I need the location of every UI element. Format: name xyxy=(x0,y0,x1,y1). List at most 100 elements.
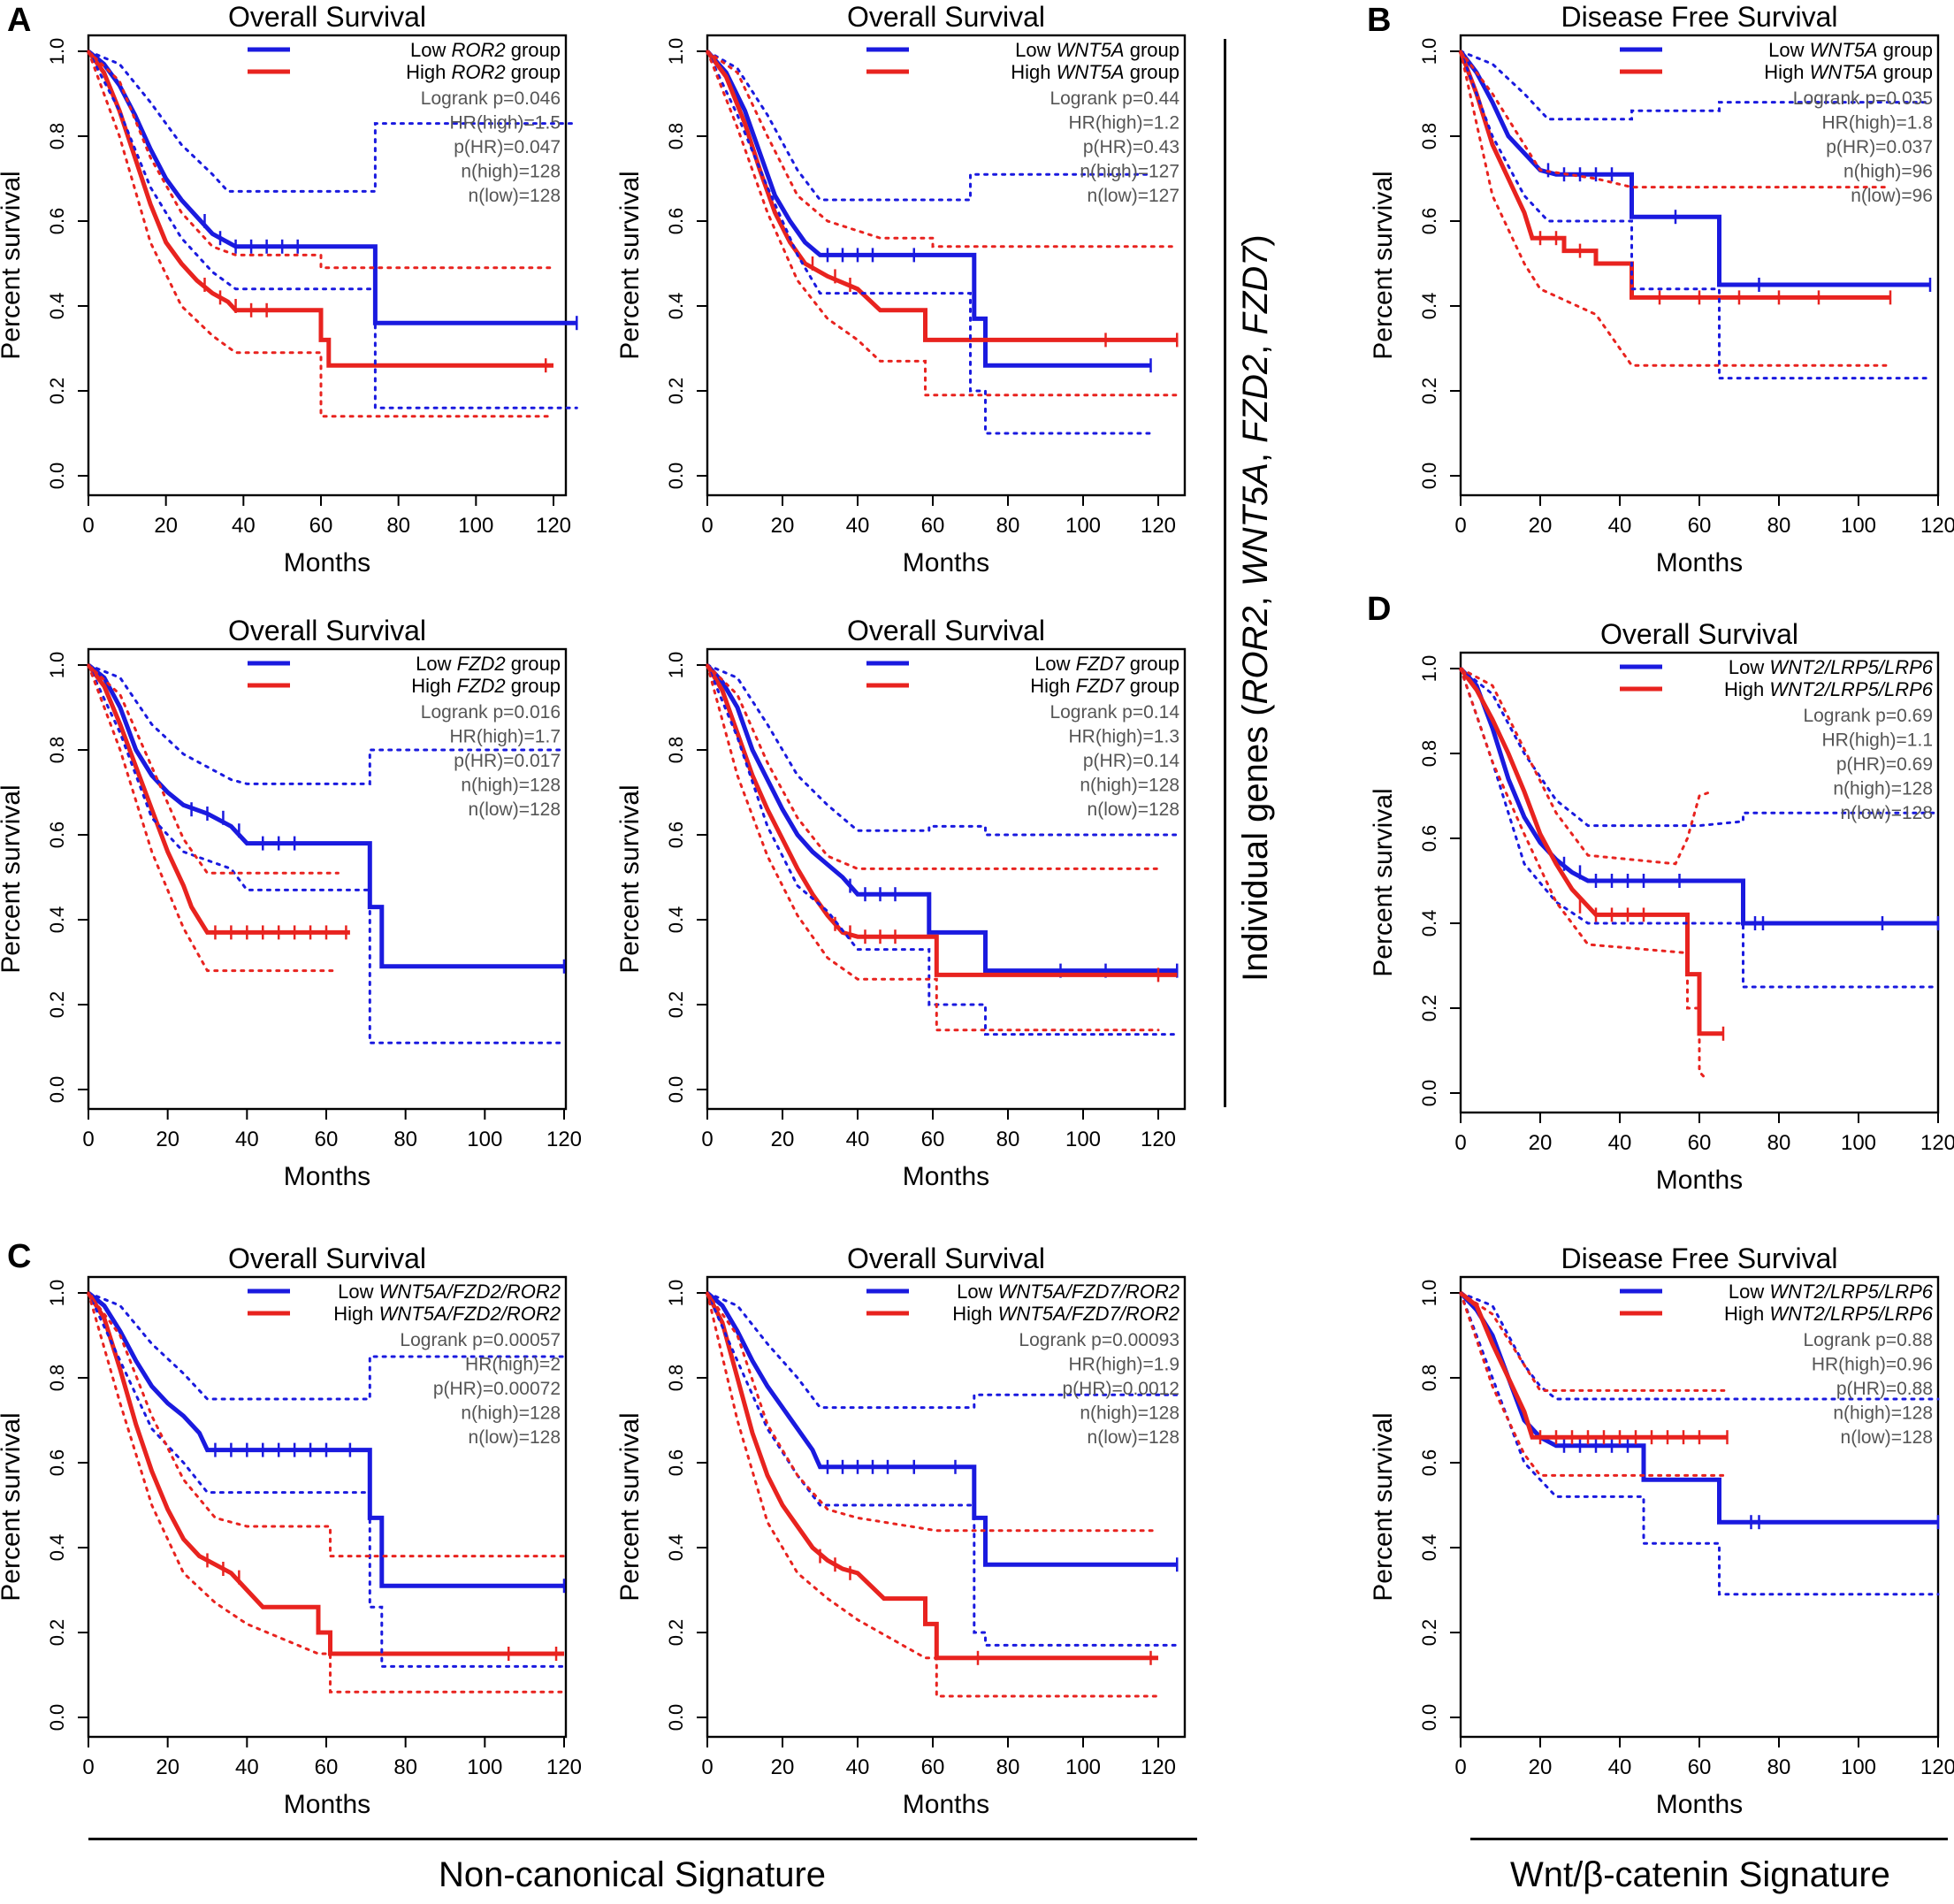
series-high-ci xyxy=(706,1291,1160,1698)
stat-line: Logrank p=0.14 xyxy=(1050,702,1179,723)
x-tick-label: 100 xyxy=(458,514,493,538)
stat-line: Logrank p=0.69 xyxy=(1803,706,1933,726)
stat-line: n(high)=128 xyxy=(1080,776,1179,796)
y-axis-label: Percent survival xyxy=(615,171,645,359)
x-tick-label: 40 xyxy=(846,1755,870,1779)
x-tick-label: 60 xyxy=(921,1128,945,1151)
y-tick-label: 0.0 xyxy=(46,463,68,490)
stat-line: Logrank p=0.016 xyxy=(421,702,561,723)
series-low-ci xyxy=(706,1291,1179,1647)
legend-label-low: Low WNT5A group xyxy=(1015,39,1179,61)
legend-label-low: Low WNT2/LRP5/LRP6 xyxy=(1729,656,1934,678)
series-high-ci xyxy=(1459,50,1892,189)
chart-wnt5a_dfs: Disease Free Survival 0 20 40 60 80 100 120 Mont… xyxy=(1369,1,1954,577)
x-tick-label: 100 xyxy=(1841,514,1876,538)
gene-name: ROR2 xyxy=(1236,606,1275,705)
y-tick-label: 1.0 xyxy=(665,1280,687,1307)
x-tick-label: 60 xyxy=(315,1128,339,1151)
stat-line: n(high)=128 xyxy=(1080,1403,1179,1424)
y-tick-label: 0.4 xyxy=(1418,293,1440,320)
stat-line: n(high)=128 xyxy=(461,1403,561,1424)
series-high-ci xyxy=(1459,1291,1729,1392)
x-tick-label: 60 xyxy=(1688,1131,1712,1155)
x-tick-label: 20 xyxy=(771,514,795,538)
series-low-curve xyxy=(706,663,1178,974)
x-tick-label: 80 xyxy=(393,1755,417,1779)
series-low-ci xyxy=(1459,50,1932,380)
x-tick-label: 120 xyxy=(1141,514,1176,538)
chart-wnt_lrp_os: Overall Survival 0 20 40 60 80 100 120 Months 0.0… xyxy=(1369,618,1954,1195)
y-tick-label: 0.2 xyxy=(46,991,68,1019)
x-tick-label: 80 xyxy=(386,514,410,538)
y-tick-label: 0.0 xyxy=(1418,1080,1440,1107)
x-tick-label: 20 xyxy=(1529,1755,1553,1779)
plot-frame xyxy=(706,34,1187,497)
x-tick-label: 60 xyxy=(1688,1755,1712,1779)
panel-letter-a: A xyxy=(7,2,32,39)
stat-line: n(low)=128 xyxy=(469,186,561,206)
wnt-signature-label: Wnt/β-catenin Signature xyxy=(1510,1855,1890,1894)
y-tick-label: 0.4 xyxy=(46,906,68,934)
series-high-ci xyxy=(87,50,555,418)
x-tick-label: 20 xyxy=(154,514,178,538)
stat-line: Logrank p=0.00057 xyxy=(400,1330,561,1350)
stat-line: Logrank p=0.88 xyxy=(1803,1330,1933,1350)
x-tick-label: 120 xyxy=(1141,1755,1176,1779)
series-high-ci xyxy=(87,1291,566,1694)
y-tick-label: 0.8 xyxy=(665,737,687,764)
series-low-ci xyxy=(1459,667,1940,989)
series-high-ci xyxy=(87,1291,566,1558)
gene-separator: , xyxy=(1236,586,1275,607)
series-high-curve xyxy=(705,50,1178,342)
stat-line: HR(high)=1.3 xyxy=(1069,727,1179,747)
noncanonical-rule xyxy=(88,1838,1197,1840)
series-low-ci xyxy=(1459,1291,1940,1401)
stat-line: HR(high)=1.8 xyxy=(1822,113,1933,134)
chart-title: Overall Survival xyxy=(847,615,1045,646)
x-tick-label: 40 xyxy=(235,1128,259,1151)
stat-line: n(high)=96 xyxy=(1843,162,1933,182)
y-tick-label: 0.2 xyxy=(665,378,687,405)
x-tick-label: 20 xyxy=(771,1755,795,1779)
y-axis-label: Percent survival xyxy=(1369,788,1398,976)
series-low-ci xyxy=(87,50,578,193)
y-tick-label: 0.2 xyxy=(1418,995,1440,1022)
chart-fzd7: Overall Survival 0 20 40 60 80 100 120 Months 0.0… xyxy=(615,615,1187,1191)
stat-line: n(high)=127 xyxy=(1080,162,1179,182)
legend-label-high: High FZD7 group xyxy=(1030,675,1179,697)
y-tick-label: 0.4 xyxy=(46,293,68,320)
chart-title: Overall Survival xyxy=(1600,618,1798,650)
plot-frame xyxy=(706,647,1187,1111)
y-tick-label: 1.0 xyxy=(1418,38,1440,65)
stat-line: Logrank p=0.035 xyxy=(1793,88,1933,109)
x-tick-label: 100 xyxy=(1841,1755,1876,1779)
stat-line: n(high)=128 xyxy=(1833,1403,1933,1424)
stat-line: n(low)=128 xyxy=(1841,803,1933,823)
legend-label-low: Low WNT5A group xyxy=(1768,39,1933,61)
y-tick-label: 0.6 xyxy=(665,822,687,849)
x-tick-label: 80 xyxy=(996,1755,1020,1779)
y-tick-label: 1.0 xyxy=(1418,655,1440,683)
series-high-ci xyxy=(87,663,340,875)
x-axis-label: Months xyxy=(1656,548,1743,577)
y-tick-label: 0.6 xyxy=(665,1449,687,1477)
chart-ror2: Overall Survival 0 20 40 60 80 100 120 Months 0.0… xyxy=(0,1,578,577)
series-low-ci xyxy=(1459,667,1940,828)
stat-line: p(HR)=0.88 xyxy=(1836,1379,1933,1399)
stat-line: HR(high)=1.5 xyxy=(450,113,561,134)
series-low-ci xyxy=(1459,1291,1940,1596)
y-tick-label: 0.8 xyxy=(46,1365,68,1392)
series-high-ci xyxy=(706,1291,1160,1533)
individual-genes-rule xyxy=(1224,39,1226,1107)
legend-label-low: Low WNT5A/FZD2/ROR2 xyxy=(338,1281,561,1303)
x-tick-label: 120 xyxy=(1920,1755,1954,1779)
x-axis-label: Months xyxy=(1656,1166,1743,1195)
legend-label-high: High WNT2/LRP5/LRP6 xyxy=(1724,1303,1934,1325)
series-high-ci xyxy=(87,663,340,973)
series-low-curve xyxy=(706,1291,1178,1567)
y-axis-label: Percent survival xyxy=(615,1412,645,1601)
stat-line: n(low)=128 xyxy=(469,799,561,820)
x-tick-label: 100 xyxy=(1065,1755,1101,1779)
x-tick-label: 0 xyxy=(82,1755,94,1779)
